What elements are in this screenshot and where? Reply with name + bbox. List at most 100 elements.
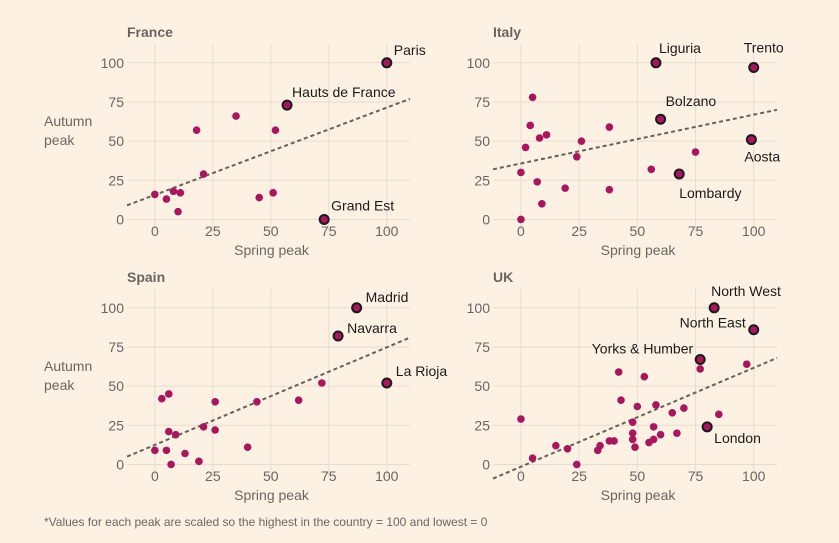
panel-1-point <box>174 207 182 216</box>
panel-2-trend-line <box>492 108 778 171</box>
panel-4-point-label: London <box>714 430 761 446</box>
panel-1-ytick-label: 25 <box>108 172 124 188</box>
panel-3-point <box>318 379 326 387</box>
panel-1-xtick-label: 50 <box>263 223 279 239</box>
panel-2-point <box>533 178 542 186</box>
panel-4-highlight-point <box>701 421 713 433</box>
panel-4-point-label: North East <box>680 315 746 331</box>
panel-2-xlabel: Spring peak <box>601 242 677 258</box>
panel-1-ylabel-line: Autumn <box>44 113 92 129</box>
panel-3-xtick-label: 100 <box>375 468 399 484</box>
panel-1-point <box>271 126 280 134</box>
panel-1-xtick-label: 0 <box>151 223 159 239</box>
panel-2-highlight-point <box>673 168 685 180</box>
panel-3-highlight-point <box>381 377 393 389</box>
panel-4-highlight-point <box>694 354 706 365</box>
panel-2-xtick-label: 0 <box>517 223 525 239</box>
panel-2-highlight-point <box>650 57 662 69</box>
panel-2-point-label: Lombardy <box>679 185 741 201</box>
panel-3-point <box>294 396 303 405</box>
panel-1-ytick-label: 50 <box>108 133 124 149</box>
panel-1-point <box>232 112 240 120</box>
panel-3-xtick-label: 0 <box>151 468 159 484</box>
panel-3-ylabel: Autumn peak <box>44 358 92 393</box>
panel-1-highlight-point <box>281 99 293 111</box>
panel-1-trend-line <box>126 97 411 207</box>
panel-4-point <box>696 365 704 373</box>
panel-4-point-label: North West <box>711 283 781 299</box>
panel-2-highlight-point <box>655 113 667 125</box>
panel-3-point <box>167 460 175 469</box>
panel-4-point <box>552 441 560 450</box>
panel-2-highlight-point <box>745 134 757 146</box>
panel-4-ytick-label: 50 <box>474 378 490 394</box>
panel-2-ytick-label: 100 <box>467 55 491 71</box>
panel-3-point <box>151 446 159 455</box>
panel-3-title: Spain <box>127 269 165 285</box>
panel-1-point <box>269 189 277 197</box>
panel-1-xtick-label: 100 <box>375 223 399 239</box>
panel-3-point <box>243 443 252 452</box>
panel-4-point <box>563 445 572 453</box>
panel-2-point <box>517 215 525 224</box>
panel-4-point <box>680 404 688 412</box>
panel-4-point <box>628 418 637 426</box>
panel-4-xtick-label: 100 <box>742 468 766 484</box>
panel-4-xtick-label: 75 <box>688 468 704 484</box>
panel-2-point <box>573 153 581 161</box>
footnote: *Values for each peak are scaled so the … <box>44 515 488 529</box>
panel-2-ytick-label: 25 <box>474 172 490 188</box>
panel-4-point <box>640 372 649 381</box>
panel-2-point <box>542 131 551 139</box>
panel-4-xtick-label: 50 <box>630 468 646 484</box>
panel-2-point <box>521 143 530 152</box>
panel-3-point <box>157 394 166 403</box>
panel-4-xtick-label: 25 <box>571 468 587 484</box>
panel-2-ytick-label: 0 <box>482 211 490 227</box>
panel-2-point-label: Aosta <box>744 149 780 165</box>
panel-2-point-label: Bolzano <box>666 93 717 109</box>
panel-4-point <box>649 423 658 431</box>
panel-3-xlabel: Spring peak <box>234 487 310 503</box>
panel-2-point <box>561 184 569 192</box>
panel-2-highlight-point <box>748 62 760 73</box>
panel-4-point-label: Yorks & Humber <box>592 341 694 357</box>
panel-1-ylabel: Autumn peak <box>44 113 92 148</box>
panel-2-point <box>647 165 656 174</box>
panel-3-point <box>211 426 219 434</box>
panel-1-point <box>255 193 264 202</box>
panel-4-xlabel: Spring peak <box>601 487 677 503</box>
panel-2-point <box>605 185 614 194</box>
panel-3-point <box>181 449 189 458</box>
panel-4-point <box>631 443 639 452</box>
panel-4-point <box>517 415 525 423</box>
panel-4-highlight-point <box>748 324 760 336</box>
panel-2-point <box>538 200 546 208</box>
panel-3-xtick-label: 75 <box>321 468 337 484</box>
panel-4-point <box>633 402 642 411</box>
panel-1-point-label: Hauts de France <box>292 84 396 100</box>
panel-4-point <box>649 435 658 444</box>
panel-3-highlight-point <box>351 302 363 314</box>
panel-4-trend-line <box>492 357 778 480</box>
panel-2-point <box>691 148 700 156</box>
panel-2-ytick-label: 50 <box>474 133 490 149</box>
panel-4-point <box>573 460 581 469</box>
panel-4-point <box>614 368 623 376</box>
panel-1-xtick-label: 75 <box>321 223 337 239</box>
panel-2-xtick-label: 50 <box>630 223 646 239</box>
panel-3-point <box>211 398 219 406</box>
panel-3-xtick-label: 25 <box>205 468 221 484</box>
panel-1-xtick-label: 25 <box>205 223 221 239</box>
panel-3-point <box>162 446 171 455</box>
panel-3-ytick-label: 25 <box>108 417 124 433</box>
panel-3-ytick-label: 100 <box>101 300 125 316</box>
panel-1-ytick-label: 75 <box>108 94 124 110</box>
panel-3-point <box>253 398 261 406</box>
panel-4-point <box>628 429 637 437</box>
panel-3-point-label: Madrid <box>366 289 409 305</box>
panel-4-point <box>628 435 637 444</box>
panel-1-point <box>199 170 208 178</box>
panel-1-point <box>162 195 171 203</box>
panel-2-xtick-label: 75 <box>688 223 704 239</box>
